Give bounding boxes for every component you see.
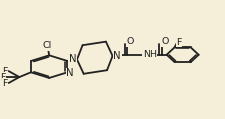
- Text: Cl: Cl: [42, 41, 51, 50]
- Text: O: O: [160, 37, 168, 46]
- Text: O: O: [126, 37, 133, 46]
- Text: NH: NH: [142, 50, 156, 59]
- Text: F: F: [2, 67, 8, 76]
- Text: F: F: [176, 38, 181, 47]
- Text: N: N: [66, 68, 74, 78]
- Text: F: F: [0, 73, 5, 82]
- Text: F: F: [2, 79, 8, 87]
- Text: N: N: [113, 51, 120, 61]
- Text: N: N: [68, 54, 76, 64]
